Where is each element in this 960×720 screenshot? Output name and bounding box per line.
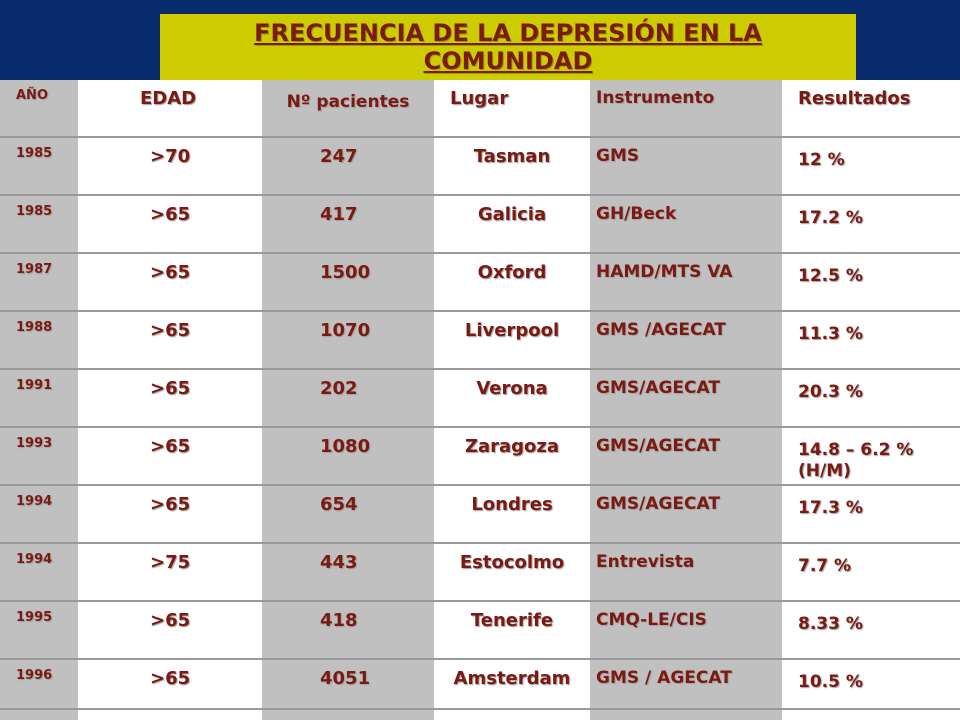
cell-instrument: GMS/AGECAT [590, 370, 782, 428]
cell-results: 17.2 % [782, 196, 960, 254]
cell-year: 1991 [0, 370, 78, 428]
cell-place: Tenerife [434, 602, 590, 660]
cell-results: 12 % [782, 138, 960, 196]
cell-place: Estocolmo [434, 544, 590, 602]
cell-patients: 202 [262, 370, 434, 428]
cell-results: 14.8 – 6.2 % (H/M) [782, 428, 960, 486]
cell-patients: 654 [262, 486, 434, 544]
cell-results: 12.5 % [782, 254, 960, 312]
cell-age: >70 [78, 138, 262, 196]
cell-age: >65 [78, 486, 262, 544]
cell-instrument: GMS/AGECAT [590, 428, 782, 486]
cell-age: >65 [78, 428, 262, 486]
header-instrument: Instrumento [590, 80, 782, 138]
cell-year: 1993 [0, 428, 78, 486]
cell-empty [590, 710, 782, 720]
table-row: 1991 >65 202 Verona GMS/AGECAT 20.3 % [0, 370, 960, 428]
cell-age: >65 [78, 254, 262, 312]
cell-results: 8.33 % [782, 602, 960, 660]
cell-year: 1994 [0, 544, 78, 602]
cell-instrument: GMS/AGECAT [590, 486, 782, 544]
cell-place: Verona [434, 370, 590, 428]
depression-table: AÑO EDAD Nº pacientes Lugar Instrumento … [0, 80, 960, 720]
cell-place: Liverpool [434, 312, 590, 370]
cell-patients: 247 [262, 138, 434, 196]
cell-year: 1987 [0, 254, 78, 312]
cell-age: >65 [78, 312, 262, 370]
cell-patients: 1080 [262, 428, 434, 486]
cell-instrument: CMQ-LE/CIS [590, 602, 782, 660]
cell-year: 1988 [0, 312, 78, 370]
cell-year: 1995 [0, 602, 78, 660]
cell-empty [434, 710, 590, 720]
cell-results: 7.7 % [782, 544, 960, 602]
cell-age: >65 [78, 370, 262, 428]
cell-year: 1985 [0, 138, 78, 196]
cell-results: 11.3 % [782, 312, 960, 370]
cell-results: 20.3 % [782, 370, 960, 428]
cell-place: Galicia [434, 196, 590, 254]
table-row: 1996 >65 4051 Amsterdam GMS / AGECAT 10.… [0, 660, 960, 718]
header-results: Resultados [782, 80, 960, 138]
cell-place: Oxford [434, 254, 590, 312]
cell-patients: 1070 [262, 312, 434, 370]
cell-patients: 418 [262, 602, 434, 660]
cell-place: Tasman [434, 138, 590, 196]
cell-instrument: HAMD/MTS VA [590, 254, 782, 312]
cell-results: 17.3 % [782, 486, 960, 544]
cell-instrument: GMS [590, 138, 782, 196]
cell-empty [78, 710, 262, 720]
cell-year: 1985 [0, 196, 78, 254]
table-row: 1994 >65 654 Londres GMS/AGECAT 17.3 % [0, 486, 960, 544]
table-row: 1993 >65 1080 Zaragoza GMS/AGECAT 14.8 –… [0, 428, 960, 486]
cell-instrument: GMS /AGECAT [590, 312, 782, 370]
table-row: 1985 >70 247 Tasman GMS 12 % [0, 138, 960, 196]
page-title: FRECUENCIA DE LA DEPRESIÓN EN LA COMUNID… [254, 19, 762, 75]
cell-empty [0, 710, 78, 720]
cell-patients: 1500 [262, 254, 434, 312]
header-year: AÑO [0, 80, 78, 138]
cell-year: 1994 [0, 486, 78, 544]
table-header-row: AÑO EDAD Nº pacientes Lugar Instrumento … [0, 80, 960, 138]
table-row-empty [0, 710, 960, 720]
header-age: EDAD [78, 80, 262, 138]
cell-instrument: GH/Beck [590, 196, 782, 254]
cell-age: >75 [78, 544, 262, 602]
cell-age: >65 [78, 196, 262, 254]
cell-place: Zaragoza [434, 428, 590, 486]
cell-empty [782, 710, 960, 720]
table-row: 1985 >65 417 Galicia GH/Beck 17.2 % [0, 196, 960, 254]
cell-place: Londres [434, 486, 590, 544]
cell-instrument: Entrevista [590, 544, 782, 602]
table-row: 1988 >65 1070 Liverpool GMS /AGECAT 11.3… [0, 312, 960, 370]
header-patients: Nº pacientes [262, 80, 434, 138]
table-row: 1987 >65 1500 Oxford HAMD/MTS VA 12.5 % [0, 254, 960, 312]
title-box: FRECUENCIA DE LA DEPRESIÓN EN LA COMUNID… [160, 14, 856, 80]
table-row: 1995 >65 418 Tenerife CMQ-LE/CIS 8.33 % [0, 602, 960, 660]
cell-age: >65 [78, 602, 262, 660]
cell-empty [262, 710, 434, 720]
cell-patients: 417 [262, 196, 434, 254]
table-row: 1994 >75 443 Estocolmo Entrevista 7.7 % [0, 544, 960, 602]
header-place: Lugar [434, 80, 590, 138]
cell-patients: 443 [262, 544, 434, 602]
